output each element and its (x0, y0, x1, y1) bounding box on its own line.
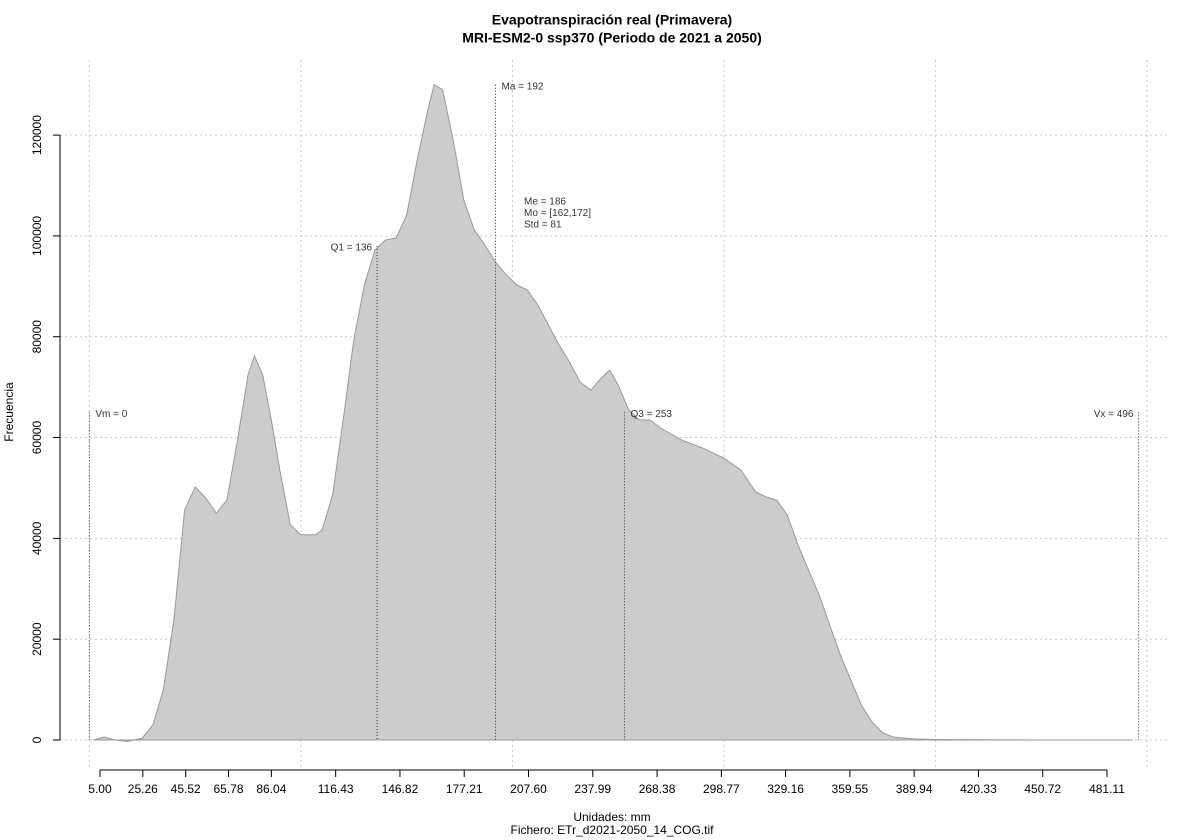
y-tick-label: 80000 (30, 320, 44, 354)
caption: Fichero: ETr_d2021-2050_14_COG.tif (511, 823, 715, 837)
marker-label: Q3 = 253 (631, 409, 673, 420)
y-tick-label: 0 (30, 736, 44, 743)
x-tick-label: 420.33 (960, 782, 997, 796)
y-tick-label: 120000 (30, 115, 44, 155)
x-tick-label: 5.00 (88, 782, 112, 796)
y-tick-label: 20000 (30, 622, 44, 656)
density-area (93, 83, 1133, 743)
x-tick-label: 207.60 (510, 782, 547, 796)
x-tick-label: 237.99 (574, 782, 611, 796)
stat-label: Mo = [162,172] (524, 208, 591, 219)
stat-label: Std = 81 (524, 220, 562, 231)
x-tick-label: 298.77 (703, 782, 740, 796)
marker-label: Ma = 192 (501, 81, 543, 92)
marker-label: Vx = 496 (1094, 409, 1134, 420)
x-tick-label: 146.82 (382, 782, 419, 796)
x-tick-label: 481.11 (1089, 782, 1125, 796)
chart-title: Evapotranspiración real (Primavera) (492, 12, 732, 28)
x-tick-label: 116.43 (318, 782, 354, 796)
y-tick-label: 60000 (30, 421, 44, 455)
x-tick-label: 389.94 (896, 782, 933, 796)
x-tick-label: 65.78 (214, 782, 244, 796)
y-tick-label: 100000 (30, 216, 44, 256)
marker-label: Q1 = 136 (331, 243, 373, 254)
x-tick-label: 329.16 (767, 782, 804, 796)
x-tick-label: 359.55 (832, 782, 869, 796)
x-axis-label: Unidades: mm (573, 810, 650, 824)
x-tick-label: 268.38 (639, 782, 676, 796)
chart-subtitle: MRI-ESM2-0 ssp370 (Periodo de 2021 a 205… (462, 30, 762, 46)
x-tick-label: 25.26 (128, 782, 158, 796)
x-tick-label: 45.52 (171, 782, 201, 796)
marker-label: Vm = 0 (95, 409, 127, 420)
x-tick-label: 86.04 (256, 782, 286, 796)
stat-label: Me = 186 (524, 197, 566, 208)
y-axis-label: Frecuencia (2, 382, 16, 442)
x-tick-label: 177.21 (446, 782, 483, 796)
y-tick-label: 40000 (30, 521, 44, 555)
x-tick-label: 450.72 (1024, 782, 1061, 796)
